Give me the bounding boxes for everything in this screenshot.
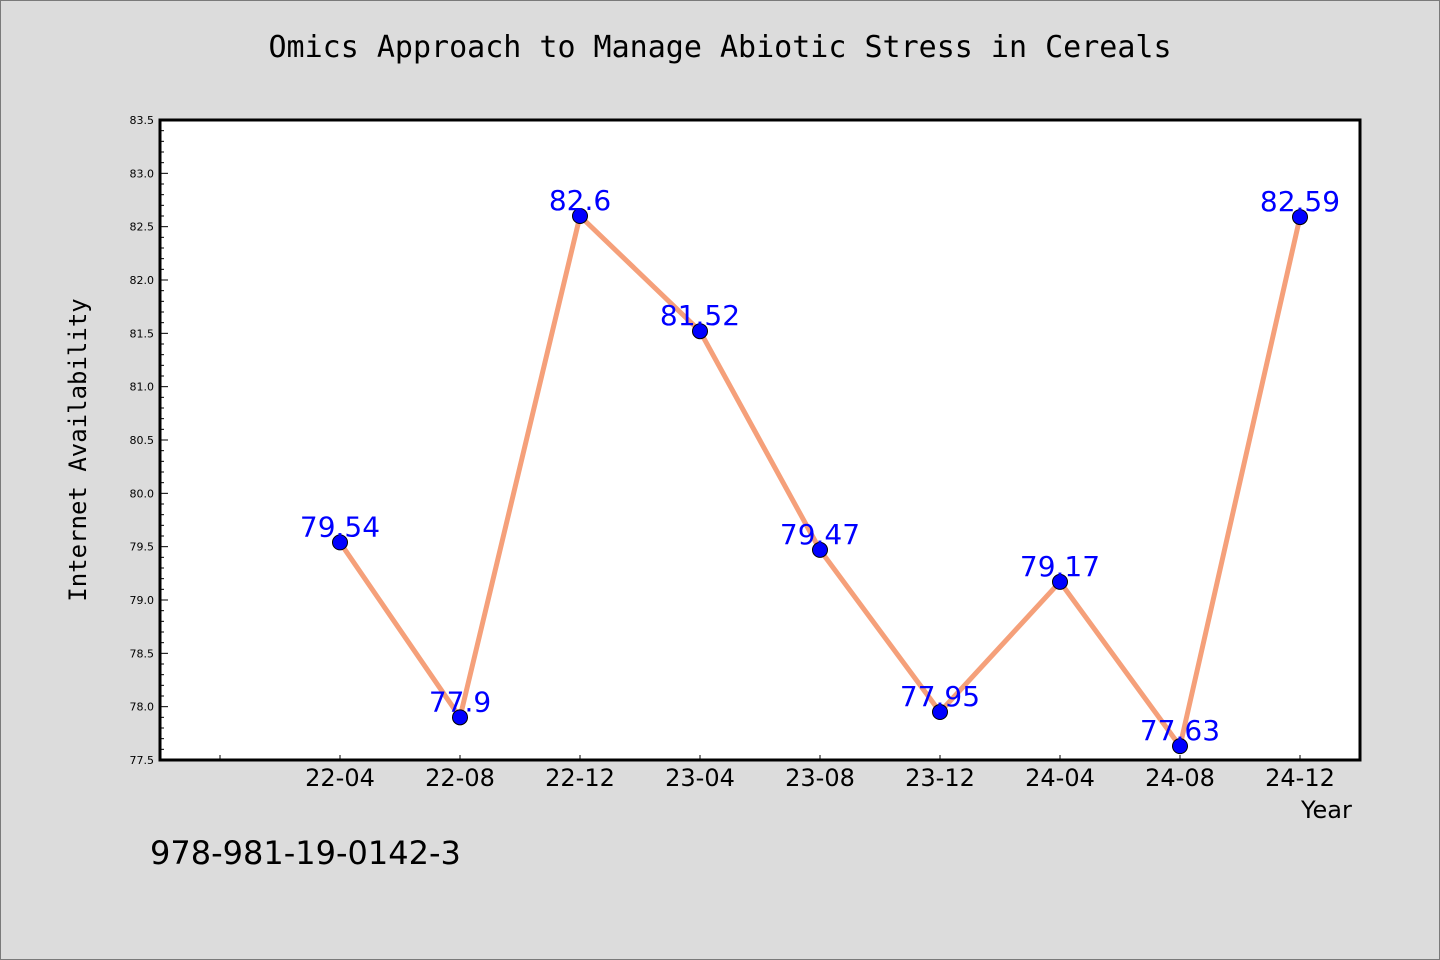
y-tick-label: 81.5 bbox=[130, 327, 155, 340]
y-tick-label: 82.5 bbox=[130, 221, 155, 234]
data-label: 79.17 bbox=[1020, 550, 1100, 583]
data-point-marker bbox=[1052, 573, 1068, 590]
x-tick-label: 24-04 bbox=[1025, 764, 1095, 792]
data-point-marker bbox=[1172, 738, 1188, 755]
x-tick-label: 22-08 bbox=[425, 764, 495, 792]
y-tick-label: 79.0 bbox=[130, 594, 155, 607]
chart-title: Omics Approach to Manage Abiotic Stress … bbox=[268, 30, 1172, 65]
data-point-marker bbox=[812, 541, 828, 558]
data-point-marker bbox=[572, 208, 588, 224]
x-tick-label: 23-08 bbox=[785, 764, 855, 792]
x-tick-label: 24-08 bbox=[1145, 764, 1215, 792]
data-label: 81.52 bbox=[660, 299, 740, 332]
y-tick-label: 79.5 bbox=[130, 541, 155, 554]
x-tick-label: 23-12 bbox=[905, 764, 975, 792]
x-tick-label: 24-12 bbox=[1265, 764, 1335, 792]
y-tick-label: 81.0 bbox=[130, 381, 155, 394]
x-tick-label: 22-12 bbox=[545, 764, 615, 792]
data-label: 77.9 bbox=[429, 685, 491, 718]
data-label: 82.59 bbox=[1260, 185, 1340, 218]
data-label: 79.47 bbox=[780, 518, 860, 551]
data-label: 82.6 bbox=[549, 184, 611, 217]
y-tick-label: 83.5 bbox=[130, 114, 155, 127]
data-label: 77.95 bbox=[900, 680, 980, 713]
y-tick-label: 77.5 bbox=[130, 754, 155, 767]
data-point-marker bbox=[452, 709, 468, 726]
y-tick-label: 82.0 bbox=[130, 274, 155, 287]
data-label: 79.54 bbox=[300, 510, 380, 543]
isbn-footer: 978-981-19-0142-3 bbox=[150, 834, 461, 872]
data-point-marker bbox=[932, 704, 948, 720]
y-tick-label: 80.0 bbox=[130, 487, 155, 500]
y-tick-label: 83.0 bbox=[130, 167, 155, 180]
data-point-marker bbox=[692, 323, 708, 340]
data-label: 77.63 bbox=[1140, 714, 1220, 747]
x-tick-label: 23-04 bbox=[665, 764, 735, 792]
y-tick-label: 78.0 bbox=[130, 701, 155, 714]
data-point-marker bbox=[332, 534, 348, 551]
x-tick-label: 22-04 bbox=[305, 764, 375, 792]
y-tick-label: 78.5 bbox=[130, 647, 155, 660]
y-tick-label: 80.5 bbox=[130, 434, 155, 447]
x-axis-label: Year bbox=[1301, 796, 1352, 824]
data-point-marker bbox=[1292, 209, 1308, 226]
plot-border bbox=[158, 118, 1362, 762]
